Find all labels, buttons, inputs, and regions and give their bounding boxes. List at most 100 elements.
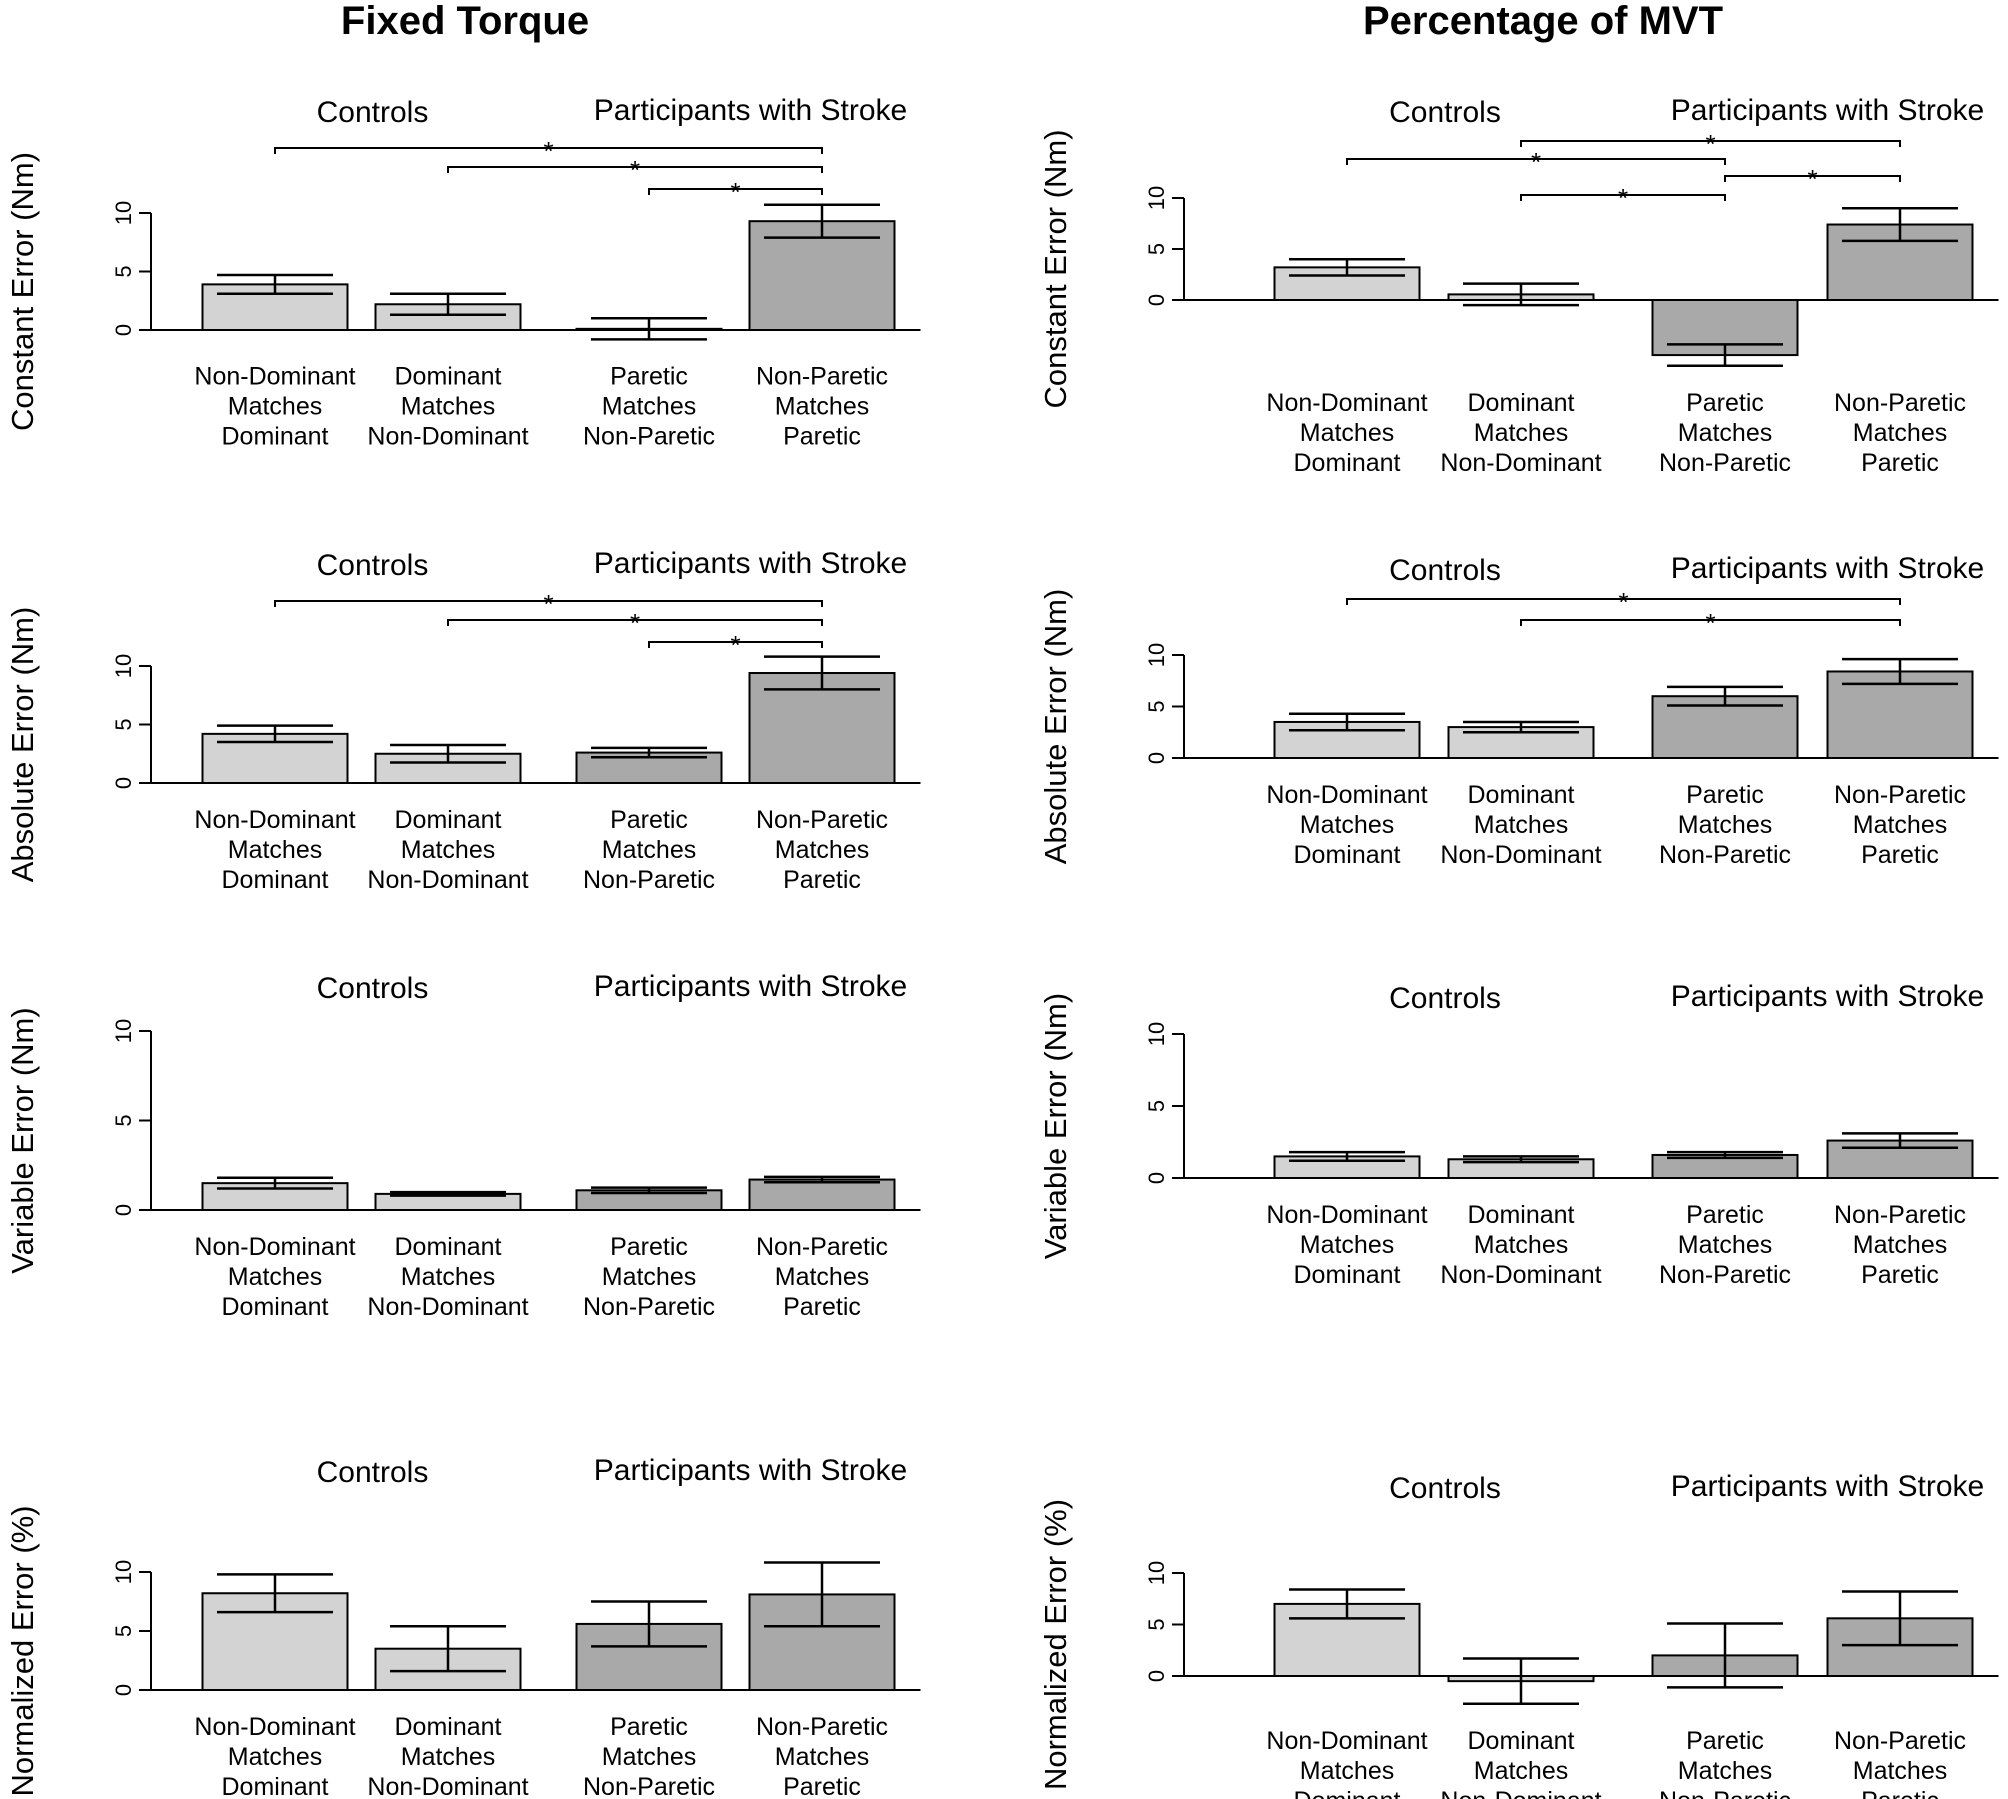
category-label-line: Non-Dominant [194,362,355,390]
category-label-line: Paretic [783,1293,861,1321]
category-label-line: Dominant [222,866,329,894]
category-label-line: Paretic [1861,841,1939,869]
chart-panel: 0 5 10 Absolute Error (Nm) Controls Participa… [1038,552,1999,869]
significance-star: * [730,177,740,207]
group-label-stroke: Participants with Stroke [1671,552,1984,585]
significance-star: * [1618,183,1628,213]
category-label-line: Matches [602,1263,696,1291]
category-label-line: Matches [775,1263,869,1291]
category-label-line: Non-Dominant [367,1773,528,1799]
y-axis-title: Variable Error (Nm) [5,1007,40,1273]
category-label-line: Matches [1853,1231,1947,1259]
y-tick-label: 0 [1144,752,1169,764]
category-label-line: Dominant [1294,841,1401,869]
significance-star: * [630,608,640,638]
category-label-line: Non-Dominant [194,1713,355,1741]
category-label-line: Non-Paretic [1834,1201,1966,1229]
category-label-line: Paretic [610,1713,688,1741]
category-label-line: Non-Paretic [1659,449,1791,477]
category-label-line: Matches [1853,811,1947,839]
chart-panel: 0 5 10 Normalized Error (%) Controls Particip… [1038,1470,1999,1799]
category-label-line: Paretic [783,422,861,450]
category-label-line: Non-Dominant [1266,1201,1427,1229]
y-tick-label: 5 [111,265,136,277]
category-label-line: Matches [228,1743,322,1771]
category-label-line: Matches [1474,1231,1568,1259]
y-tick-label: 10 [1144,643,1169,667]
bar [1826,670,1974,759]
group-label-stroke: Participants with Stroke [594,1454,907,1487]
column-title-fixed-torque: Fixed Torque [341,0,589,43]
category-label-line: Matches [401,1263,495,1291]
category-label-line: Matches [401,392,495,420]
y-tick-label: 0 [111,324,136,336]
category-label-line: Dominant [1468,389,1575,417]
category-label-line: Dominant [1294,1787,1401,1799]
category-label-line: Matches [401,836,495,864]
category-label-line: Dominant [1468,1727,1575,1755]
category-label-line: Dominant [1468,1201,1575,1229]
category-label-line: Matches [1300,811,1394,839]
y-tick-label: 10 [1144,186,1169,210]
significance-bracket [447,166,823,173]
y-tick-label: 0 [111,1684,136,1696]
category-label-line: Matches [602,1743,696,1771]
category-label-line: Matches [1300,1231,1394,1259]
significance-bracket [1724,175,1901,182]
category-label-line: Matches [1474,811,1568,839]
category-label-line: Paretic [1686,389,1764,417]
category-label-line: Matches [602,836,696,864]
y-axis-title: Constant Error (Nm) [1038,129,1073,408]
significance-bracket [1520,619,1901,626]
category-label-line: Non-Dominant [367,866,528,894]
bar [748,1178,896,1211]
y-tick-label: 5 [1144,1618,1169,1630]
category-label-line: Matches [1300,419,1394,447]
category-label-line: Matches [228,392,322,420]
category-label-line: Matches [1678,1231,1772,1259]
group-label-controls: Controls [317,96,429,129]
bar [748,672,896,785]
category-label-line: Matches [1853,419,1947,447]
y-axis-title: Normalized Error (%) [1038,1499,1073,1790]
group-label-stroke: Participants with Stroke [594,547,907,580]
group-label-stroke: Participants with Stroke [1671,980,1984,1013]
category-label-line: Non-Paretic [1834,781,1966,809]
category-label-line: Matches [602,392,696,420]
group-label-controls: Controls [1389,96,1501,129]
y-axis-title: Variable Error (Nm) [1038,993,1073,1259]
group-label-controls: Controls [1389,982,1501,1015]
category-label-line: Non-Dominant [1440,841,1601,869]
category-label-line: Paretic [1686,1727,1764,1755]
category-label-line: Matches [228,836,322,864]
group-label-stroke: Participants with Stroke [594,970,907,1003]
significance-bracket [1346,598,1901,605]
y-axis-title: Absolute Error (Nm) [5,607,40,883]
y-tick-label: 5 [1144,700,1169,712]
significance-star: * [1705,608,1715,638]
category-label-line: Non-Dominant [1266,389,1427,417]
significance-star: * [543,589,553,619]
category-label-line: Paretic [1686,1201,1764,1229]
y-tick-label: 0 [1144,1172,1169,1184]
category-label-line: Paretic [783,1773,861,1799]
y-tick-label: 10 [1144,1561,1169,1585]
y-tick-label: 0 [111,777,136,789]
y-tick-label: 10 [111,1560,136,1584]
